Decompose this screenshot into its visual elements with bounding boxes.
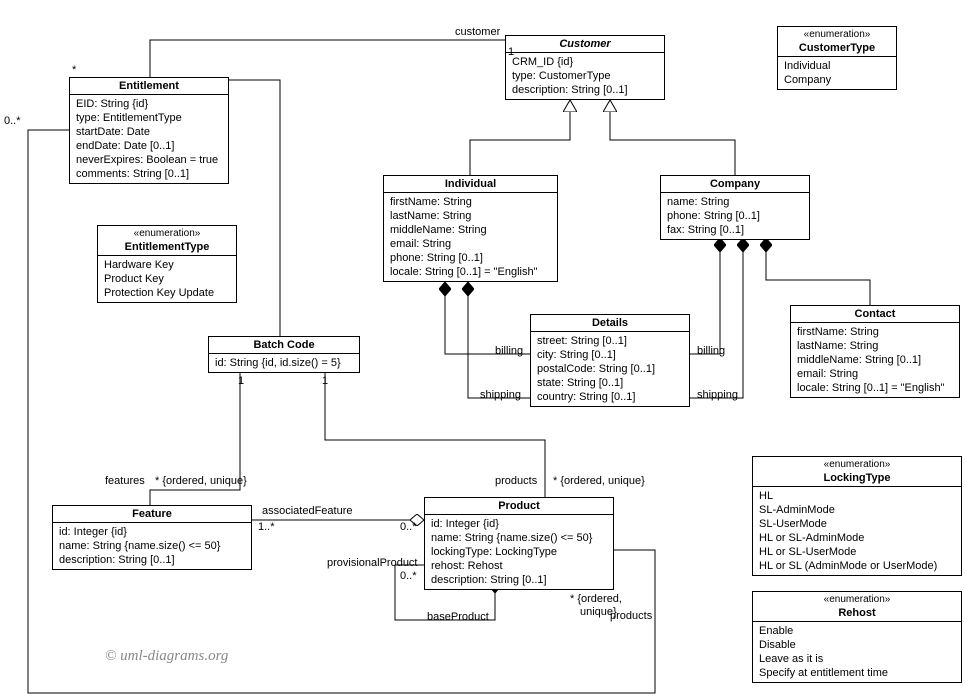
label-assoc-feature-m: 1..* bbox=[258, 521, 275, 533]
label-batch-one-r: 1 bbox=[322, 375, 328, 387]
enum-entitlement-type: «enumeration» EntitlementType Hardware K… bbox=[97, 225, 237, 303]
label-products-mult: * {ordered, unique} bbox=[553, 475, 645, 487]
label-entitlement-zerostar: 0..* bbox=[4, 115, 21, 127]
enum-rehost: «enumeration» Rehost Enable Disable Leav… bbox=[752, 591, 962, 683]
class-contact: Contact firstName: String lastName: Stri… bbox=[790, 305, 960, 398]
class-feature: Feature id: Integer {id} name: String {n… bbox=[52, 505, 252, 570]
label-billing-2: billing bbox=[697, 345, 725, 357]
class-body: EID: String {id} type: EntitlementType s… bbox=[70, 95, 228, 183]
label-assoc-prod-m: 0..* bbox=[400, 521, 417, 533]
label-products2-m2: unique} bbox=[580, 606, 617, 618]
label-entitlement-star: * bbox=[72, 64, 76, 76]
label-features-role: features bbox=[105, 475, 145, 487]
class-product: Product id: Integer {id} name: String {n… bbox=[424, 497, 614, 590]
label-shipping-1: shipping bbox=[480, 389, 521, 401]
label-shipping-2: shipping bbox=[697, 389, 738, 401]
class-title: Entitlement bbox=[70, 78, 228, 95]
copyright-text: © uml-diagrams.org bbox=[105, 648, 228, 665]
label-products-role: products bbox=[495, 475, 537, 487]
label-billing-1: billing bbox=[495, 345, 523, 357]
label-provisional: provisionalProduct bbox=[327, 557, 418, 569]
enum-customer-type: «enumeration» CustomerType Individual Co… bbox=[777, 26, 897, 90]
label-customer-one: 1 bbox=[508, 46, 514, 58]
class-individual: Individual firstName: String lastName: S… bbox=[383, 175, 558, 282]
label-assoc-feature: associatedFeature bbox=[262, 505, 353, 517]
class-details: Details street: String [0..1] city: Stri… bbox=[530, 314, 690, 407]
label-base-product: baseProduct bbox=[427, 611, 489, 623]
class-customer: Customer CRM_ID {id} type: CustomerType … bbox=[505, 35, 665, 100]
class-entitlement: Entitlement EID: String {id} type: Entit… bbox=[69, 77, 229, 184]
label-products2-m: * {ordered, bbox=[570, 593, 622, 605]
class-batch-code: Batch Code id: String {id, id.size() = 5… bbox=[208, 336, 360, 373]
label-provisional-m: 0..* bbox=[400, 570, 417, 582]
label-features-mult: * {ordered, unique} bbox=[155, 475, 247, 487]
class-company: Company name: String phone: String [0..1… bbox=[660, 175, 810, 240]
enum-locking-type: «enumeration» LockingType HL SL-AdminMod… bbox=[752, 456, 962, 576]
label-customer-role: customer bbox=[455, 26, 500, 38]
label-batch-one-l: 1 bbox=[238, 375, 244, 387]
